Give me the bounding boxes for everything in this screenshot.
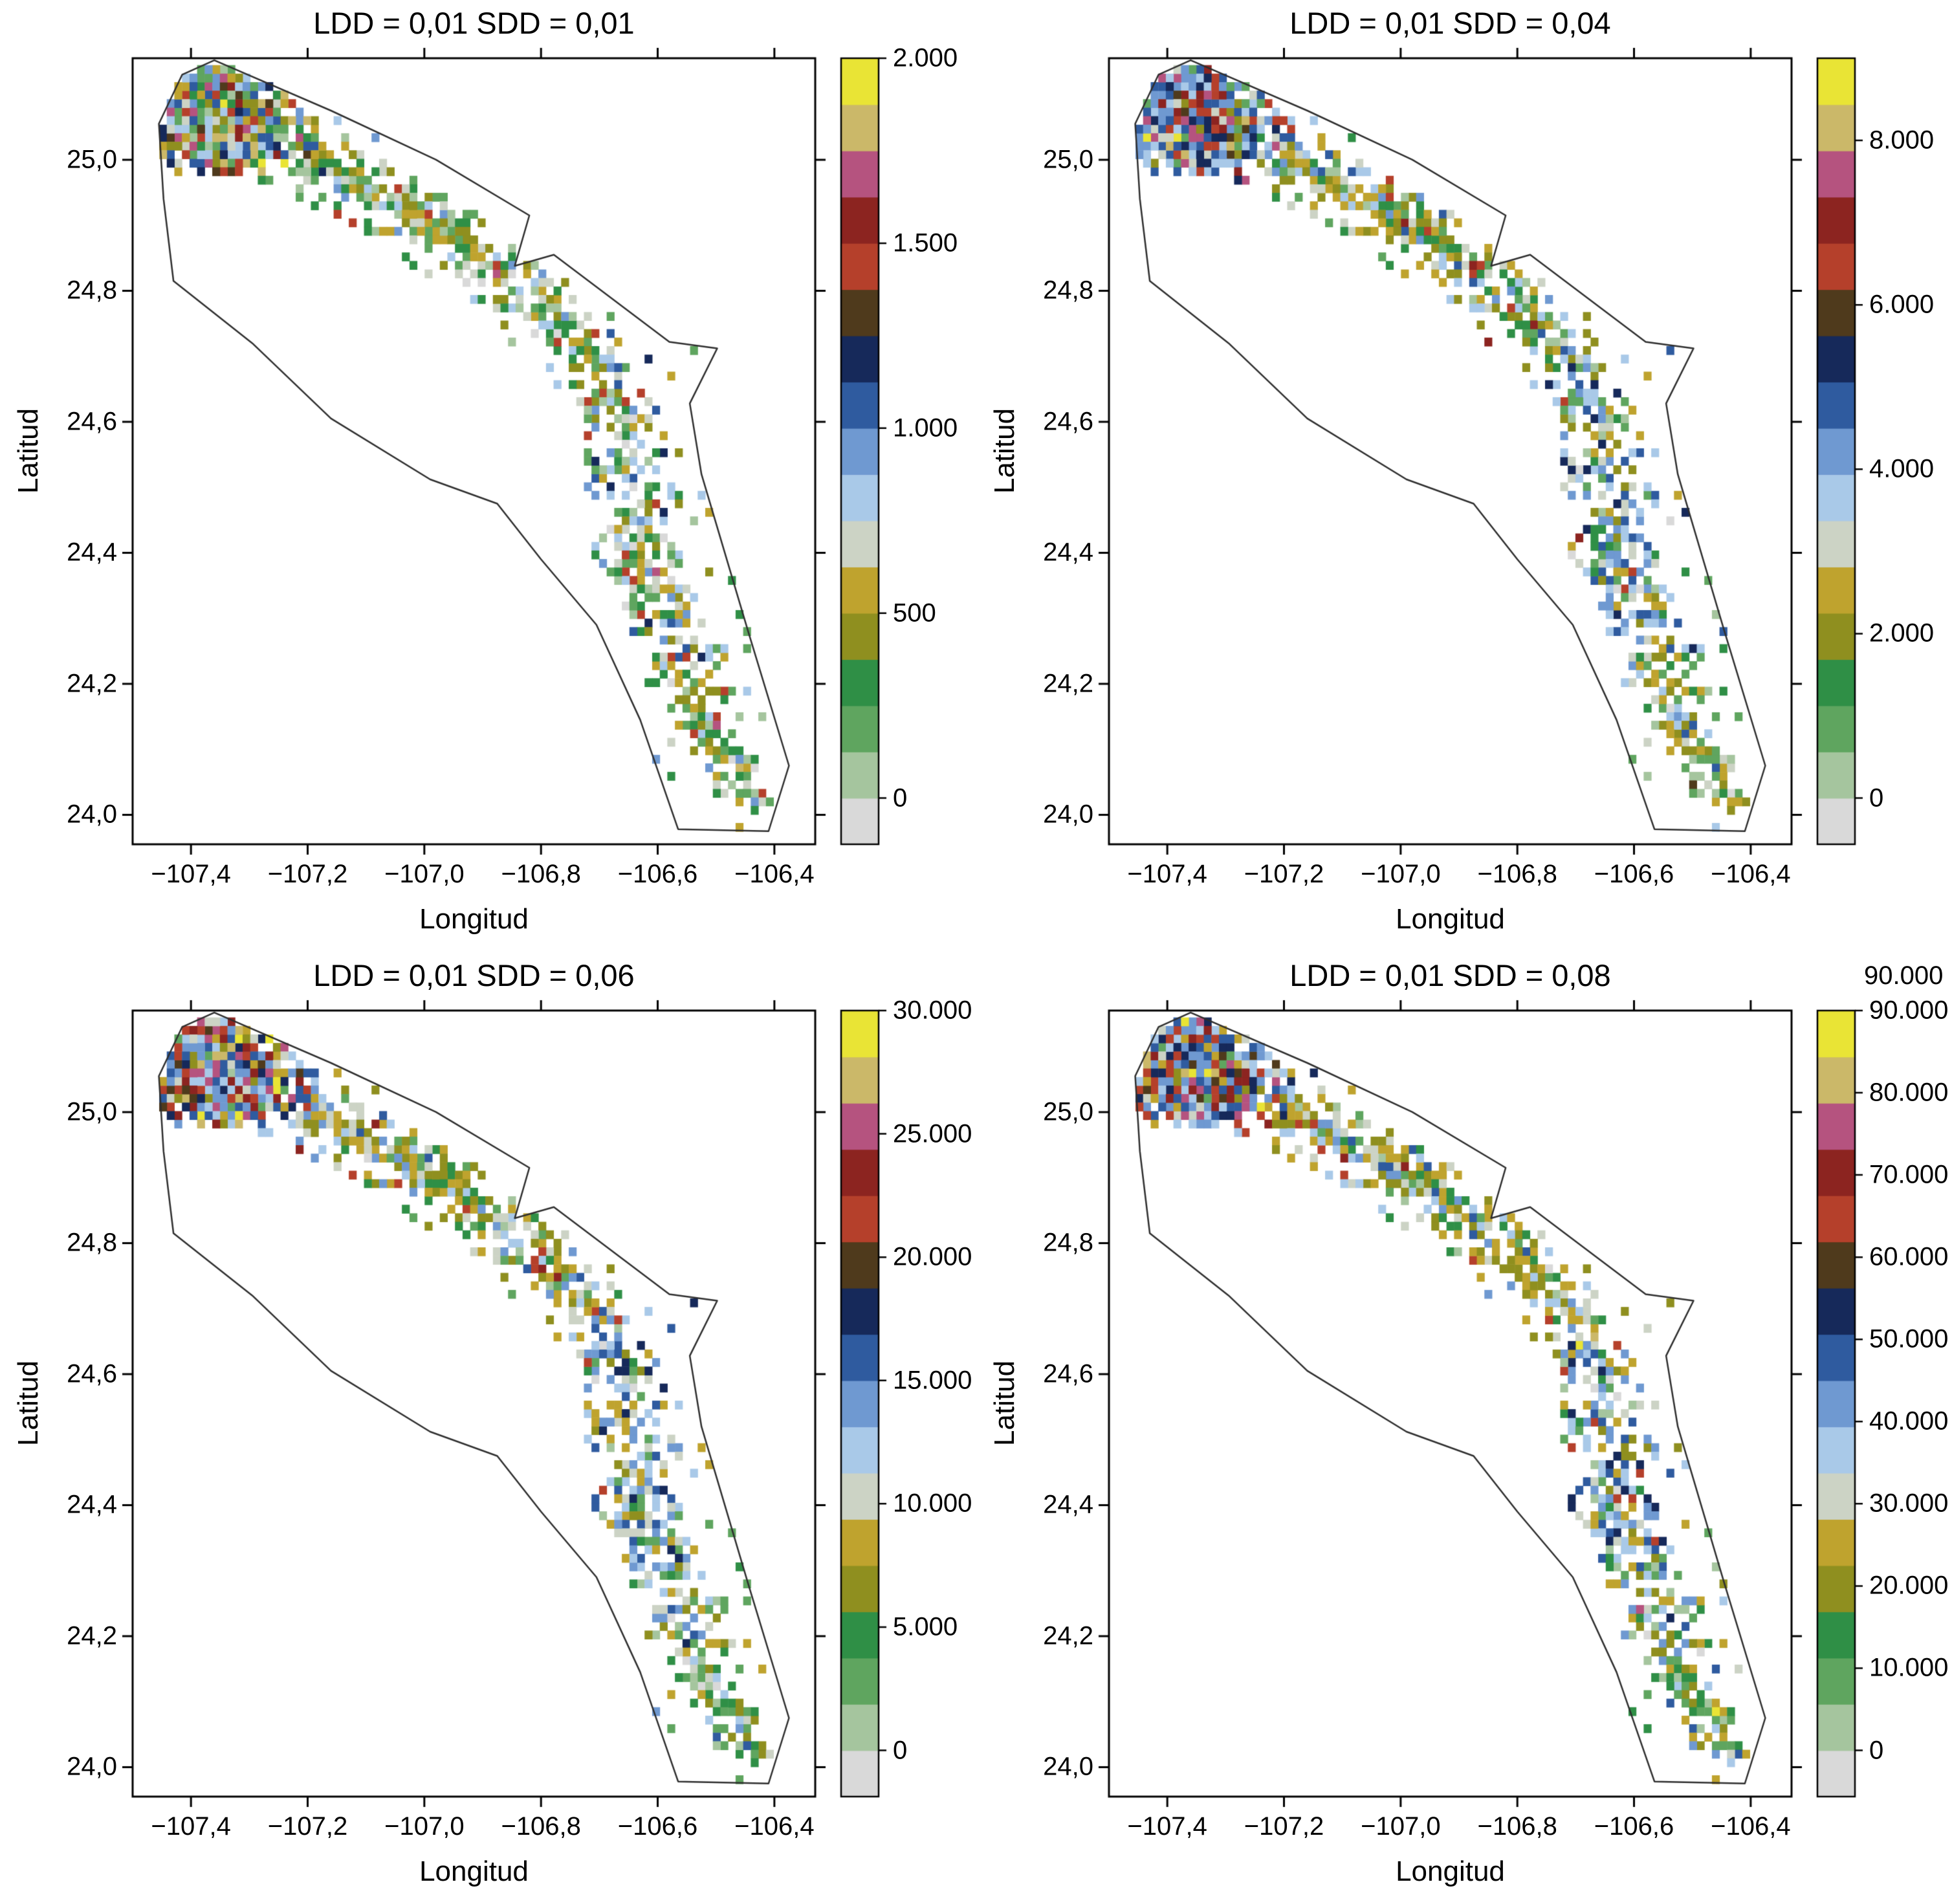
colorbar-tick-label: 30.000 [893, 996, 972, 1025]
y-tick-label: 24,0 [1043, 800, 1093, 829]
x-tick-label: −106,4 [734, 860, 815, 888]
y-tick-label: 24,2 [1043, 669, 1093, 698]
y-axis-label: Latitud [12, 1360, 44, 1447]
colorbar-tick-label: 40.000 [1869, 1406, 1949, 1436]
colorbar-tick-label: 0 [893, 1736, 908, 1765]
colorbar-tick-label: 90.000 [1869, 996, 1949, 1025]
x-tick-label: −107,4 [1127, 860, 1207, 888]
y-tick-label: 24,2 [1043, 1621, 1093, 1650]
heatmap-canvas [976, 952, 1952, 1904]
x-tick-label: −107,0 [384, 1812, 465, 1841]
colorbar-tick-label: 30.000 [1869, 1489, 1949, 1518]
x-tick-label: −107,2 [267, 1812, 348, 1841]
x-tick-label: −107,0 [384, 860, 465, 888]
y-tick-label: 24,4 [67, 538, 117, 567]
colorbar-tick-label: 0 [1869, 1736, 1884, 1765]
y-tick-label: 24,4 [1043, 1490, 1093, 1519]
y-tick-label: 24,8 [1043, 1228, 1093, 1257]
colorbar-tick-label: 5.000 [893, 1612, 958, 1641]
heatmap-canvas [976, 0, 1952, 952]
colorbar-tick-label: 0 [893, 783, 908, 813]
x-tick-label: −106,8 [1477, 860, 1557, 888]
colorbar-tick-label: 60.000 [1869, 1242, 1949, 1271]
x-axis-label: Longitud [1396, 1855, 1505, 1887]
y-tick-label: 24,8 [1043, 276, 1093, 305]
colorbar-tick-label: 20.000 [1869, 1571, 1949, 1600]
panel-title: LDD = 0,01 SDD = 0,04 [1289, 6, 1611, 40]
panel-sdd-0-08: 90.000 LDD = 0,01 SDD = 0,08 Longitud La… [976, 952, 1952, 1904]
colorbar-max-annotation: 90.000 [1864, 961, 1944, 990]
y-tick-label: 24,4 [1043, 538, 1093, 567]
colorbar-tick-label: 80.000 [1869, 1078, 1949, 1107]
x-tick-label: −106,4 [1711, 1812, 1791, 1841]
x-tick-label: −107,4 [151, 860, 231, 888]
colorbar-tick-label: 0 [1869, 783, 1884, 813]
y-tick-label: 24,4 [67, 1490, 117, 1519]
x-tick-label: −106,8 [501, 1812, 581, 1841]
x-tick-label: −106,4 [734, 1812, 815, 1841]
colorbar-tick-label: 2.000 [1869, 618, 1935, 648]
colorbar-tick-label: 8.000 [1869, 126, 1935, 155]
colorbar-tick-label: 4.000 [1869, 454, 1935, 483]
x-tick-label: −107,2 [1244, 860, 1324, 888]
colorbar-tick-label: 6.000 [1869, 290, 1935, 319]
panel-title: LDD = 0,01 SDD = 0,06 [313, 958, 635, 992]
x-tick-label: −106,6 [617, 860, 698, 888]
panel-title: LDD = 0,01 SDD = 0,08 [1289, 958, 1611, 992]
x-tick-label: −106,4 [1711, 860, 1791, 888]
y-axis-label: Latitud [12, 408, 44, 494]
y-tick-label: 24,6 [1043, 1359, 1093, 1388]
x-axis-label: Longitud [1396, 903, 1505, 935]
colorbar-tick-label: 50.000 [1869, 1324, 1949, 1353]
y-tick-label: 24,6 [1043, 407, 1093, 436]
y-tick-label: 24,0 [1043, 1752, 1093, 1781]
x-tick-label: −107,0 [1361, 860, 1441, 888]
heatmap-canvas [0, 952, 976, 1904]
y-tick-label: 24,2 [67, 669, 117, 698]
y-tick-label: 24,6 [67, 1359, 117, 1388]
x-tick-label: −106,6 [1594, 1812, 1674, 1841]
x-tick-label: −107,0 [1361, 1812, 1441, 1841]
y-tick-label: 25,0 [1043, 145, 1093, 174]
x-tick-label: −107,4 [1127, 1812, 1207, 1841]
y-tick-label: 24,8 [67, 1228, 117, 1257]
y-tick-label: 24,2 [67, 1621, 117, 1650]
x-tick-label: −107,4 [151, 1812, 231, 1841]
colorbar-tick-label: 500 [893, 598, 936, 628]
y-axis-label: Latitud [989, 408, 1020, 494]
y-tick-label: 24,0 [67, 800, 117, 829]
x-tick-label: −106,6 [1594, 860, 1674, 888]
panel-sdd-0-06: LDD = 0,01 SDD = 0,06 Longitud Latitud −… [0, 952, 976, 1904]
x-tick-label: −106,8 [1477, 1812, 1557, 1841]
y-tick-label: 24,6 [67, 407, 117, 436]
y-tick-label: 25,0 [1043, 1097, 1093, 1126]
y-tick-label: 24,8 [67, 276, 117, 305]
colorbar-tick-label: 20.000 [893, 1242, 972, 1271]
x-axis-label: Longitud [419, 903, 529, 935]
colorbar-tick-label: 10.000 [893, 1489, 972, 1518]
x-axis-label: Longitud [419, 1855, 529, 1887]
x-tick-label: −107,2 [267, 860, 348, 888]
y-axis-label: Latitud [989, 1360, 1020, 1447]
colorbar-tick-label: 70.000 [1869, 1160, 1949, 1189]
colorbar-tick-label: 1.000 [893, 413, 958, 443]
x-tick-label: −107,2 [1244, 1812, 1324, 1841]
y-tick-label: 24,0 [67, 1752, 117, 1781]
panel-sdd-0-01: LDD = 0,01 SDD = 0,01 Longitud Latitud −… [0, 0, 976, 952]
colorbar-tick-label: 1.500 [893, 228, 958, 257]
panel-sdd-0-04: LDD = 0,01 SDD = 0,04 Longitud Latitud −… [976, 0, 1952, 952]
colorbar-tick-label: 15.000 [893, 1366, 972, 1395]
y-tick-label: 25,0 [67, 1097, 117, 1126]
colorbar-tick-label: 25.000 [893, 1119, 972, 1148]
panel-title: LDD = 0,01 SDD = 0,01 [313, 6, 635, 40]
colorbar-tick-label: 2.000 [893, 43, 958, 72]
y-tick-label: 25,0 [67, 145, 117, 174]
x-tick-label: −106,6 [617, 1812, 698, 1841]
colorbar-tick-label: 10.000 [1869, 1653, 1949, 1682]
x-tick-label: −106,8 [501, 860, 581, 888]
heatmap-canvas [0, 0, 976, 952]
